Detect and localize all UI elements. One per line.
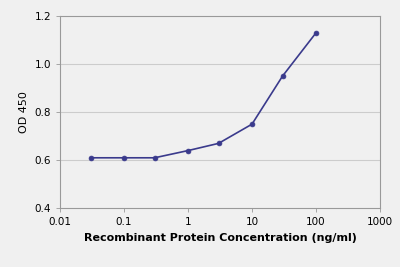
X-axis label: Recombinant Protein Concentration (ng/ml): Recombinant Protein Concentration (ng/ml… bbox=[84, 233, 356, 243]
Y-axis label: OD 450: OD 450 bbox=[19, 91, 29, 133]
